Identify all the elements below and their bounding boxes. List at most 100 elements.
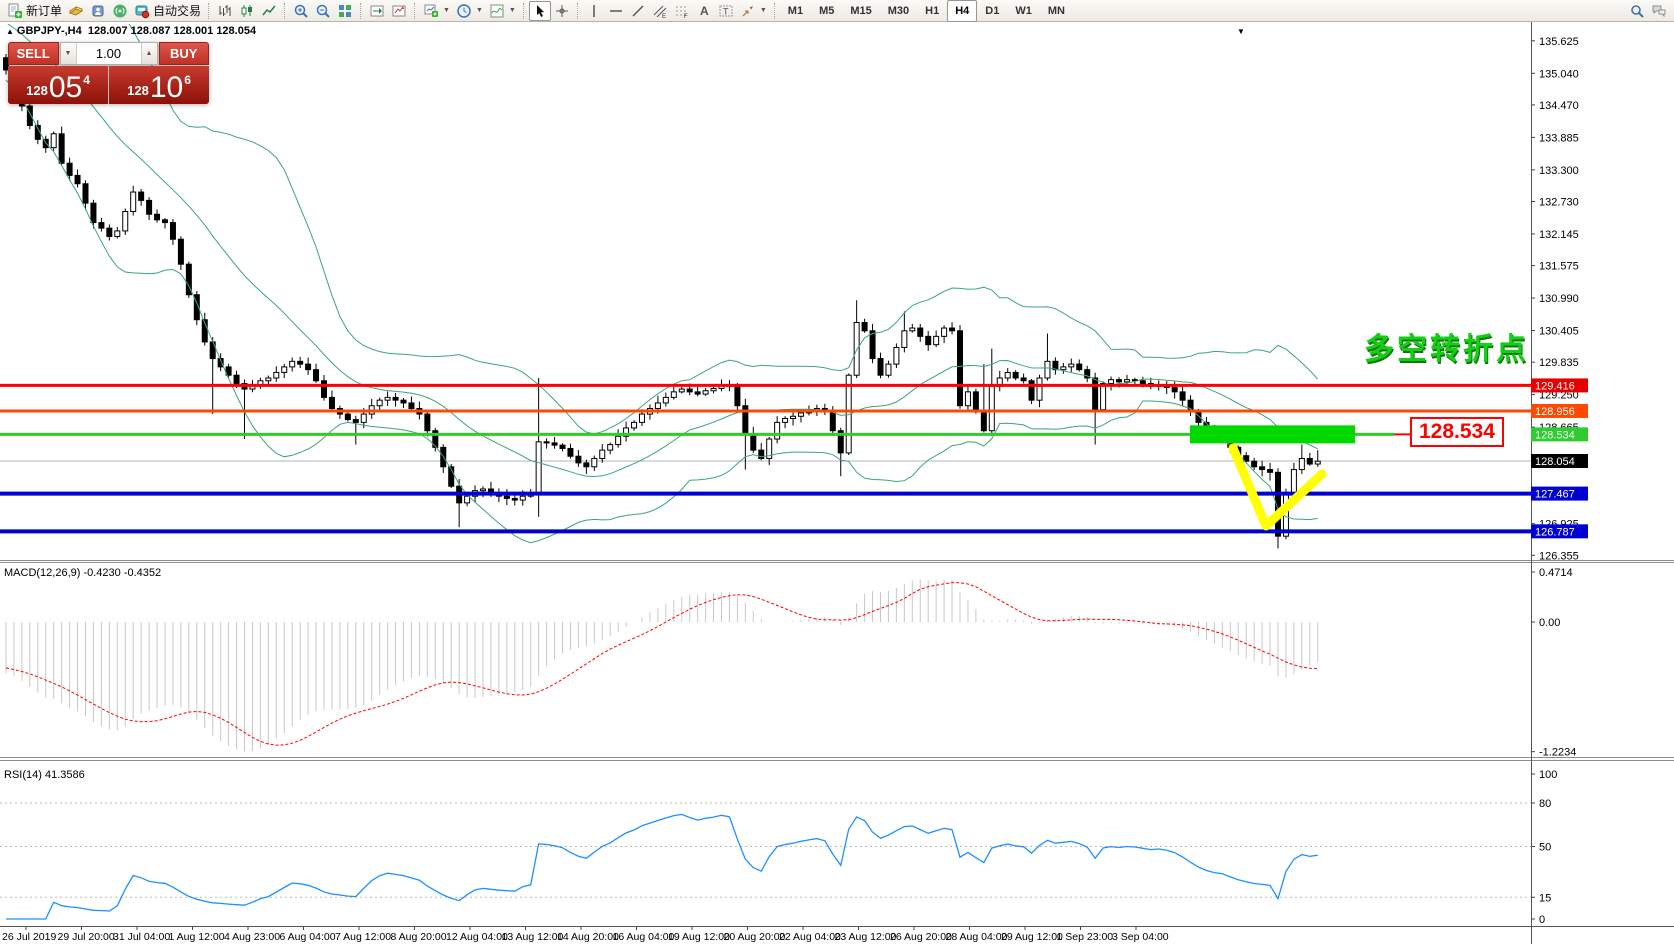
toolbar-timeframe-w1-button[interactable]: W1: [1015, 4, 1032, 17]
svg-text:129.250: 129.250: [1539, 390, 1579, 402]
auto-trading-icon: [135, 5, 150, 18]
chart-shift-icon: [370, 5, 384, 16]
volume-input[interactable]: [76, 43, 141, 64]
toolbar-line-chart-button[interactable]: [258, 1, 280, 21]
toolbar-trend-line-button[interactable]: [627, 1, 649, 21]
toolbar-new-chart-button[interactable]: ▼: [420, 1, 453, 21]
toolbar-search-button[interactable]: [1626, 1, 1648, 21]
toolbar-group-scroll: [366, 0, 410, 22]
cursor-icon: [536, 4, 544, 17]
candles-layer[interactable]: [3, 53, 1321, 549]
buy-button[interactable]: BUY: [158, 42, 209, 65]
sell-price-box[interactable]: 128 05 4: [8, 66, 108, 104]
toolbar-group-trade: 新订单 自动交易: [4, 0, 204, 22]
toolbar-arrows-button[interactable]: ▼: [737, 1, 770, 21]
annotation-price-callout[interactable]: 128.534: [1410, 417, 1504, 447]
toolbar-timeframe-mn-button[interactable]: MN: [1047, 4, 1065, 17]
toolbar-auto-trading-button[interactable]: 自动交易: [131, 1, 204, 21]
macd-signal-line: [5, 582, 1318, 746]
svg-text:127.467: 127.467: [1535, 489, 1575, 501]
toolbar-vertical-line-button[interactable]: [583, 1, 605, 21]
yellow-v-mark[interactable]: [1228, 443, 1327, 531]
last-bar-marker: ▼: [1237, 27, 1245, 36]
svg-text:8 Aug 20:00: 8 Aug 20:00: [391, 931, 447, 943]
buy-price-box[interactable]: 128 10 6: [109, 66, 209, 104]
text-label-icon: T: [719, 5, 733, 16]
toolbar-chart-shift-button[interactable]: [366, 1, 388, 21]
buy-price-pip: 6: [184, 73, 191, 87]
toolbar-timeframe-h1-button[interactable]: H1: [925, 4, 940, 17]
toolbar-tile-windows-button[interactable]: [334, 1, 356, 21]
svg-text:128.534: 128.534: [1535, 429, 1575, 441]
svg-text:A: A: [700, 4, 709, 18]
price-tag-128.956: 128.956: [1531, 403, 1588, 418]
svg-text:28 Aug 04:00: 28 Aug 04:00: [946, 931, 1008, 943]
volume-decrease-button[interactable]: ▼: [60, 43, 77, 64]
one-click-trading-panel: SELL ▼ ▲ BUY 128 05 4 128 10 6: [8, 42, 209, 104]
toolbar-auto-scroll-button[interactable]: [388, 1, 410, 21]
volume-increase-button[interactable]: ▲: [140, 43, 157, 64]
toolbar-zoom-out-button[interactable]: [312, 1, 334, 21]
svg-text:50: 50: [1539, 842, 1551, 854]
toolbar-timeframe-m15-button[interactable]: M15: [850, 4, 872, 17]
toolbar-profiles-button[interactable]: ▼: [453, 1, 486, 21]
svg-text:31 Jul 04:00: 31 Jul 04:00: [113, 931, 170, 943]
toolbar-group-chart-type: [214, 0, 280, 22]
price-chart-canvas[interactable]: ▼ 135.625 135.040 134.470 133.885 133.300 132.…: [0, 22, 1674, 944]
sell-button[interactable]: SELL: [8, 42, 59, 65]
toolbar-zoom-in-button[interactable]: [290, 1, 312, 21]
dropdown-arrow-icon: ▼: [475, 7, 483, 14]
toolbar-group-pointer: [528, 0, 573, 22]
toolbar-crosshair-button[interactable]: [551, 1, 573, 21]
svg-text:133.300: 133.300: [1539, 165, 1579, 177]
green-highlight-zone[interactable]: [1190, 425, 1355, 444]
svg-text:14 Aug 20:00: 14 Aug 20:00: [557, 931, 619, 943]
toolbar-market-watch-button[interactable]: [65, 1, 87, 21]
rsi-indicator-label: RSI(14) 41.3586: [4, 769, 85, 781]
toolbar-timeframe-m5-button[interactable]: M5: [819, 4, 835, 17]
macd-panel[interactable]: [5, 579, 1319, 752]
toolbar-text-label-button[interactable]: T: [715, 1, 737, 21]
toolbar-timeframe-m1-button[interactable]: M1: [787, 4, 804, 17]
toolbar-signals-button[interactable]: [109, 1, 131, 21]
horizontal-levels[interactable]: [0, 383, 1531, 534]
trend-line-icon: [632, 4, 644, 17]
indicators-icon: [490, 4, 504, 17]
toolbar-bar-chart-button[interactable]: [214, 1, 236, 21]
toolbar-text-button[interactable]: A: [693, 1, 715, 21]
panel-separators[interactable]: [0, 22, 1674, 944]
profiles-icon: [457, 3, 471, 18]
toolbar-equidistant-channel-button[interactable]: E: [649, 1, 671, 21]
toolbar-cursor-button[interactable]: [528, 0, 551, 21]
toolbar-separator: [522, 2, 525, 19]
svg-text:130.405: 130.405: [1539, 326, 1579, 338]
data-window-icon: [92, 5, 104, 16]
toolbar-data-window-button[interactable]: [87, 1, 109, 21]
buy-price-big: 10: [149, 71, 184, 104]
toolbar-indicators-button[interactable]: ▼: [486, 1, 519, 21]
sell-price-big: 05: [48, 71, 83, 104]
toolbar-separator: [360, 2, 362, 19]
chart-window: ▼ 135.625 135.040 134.470 133.885 133.300 132.…: [0, 22, 1674, 944]
bollinger-bands[interactable]: [5, 22, 1319, 544]
collapse-triangle-icon[interactable]: ▲: [6, 27, 14, 36]
svg-text:16 Aug 04:00: 16 Aug 04:00: [613, 931, 675, 943]
svg-text:135.625: 135.625: [1539, 36, 1579, 48]
toolbar-chat-button[interactable]: [1648, 1, 1670, 21]
toolbar-timeframe-m30-button[interactable]: M30: [887, 4, 910, 17]
svg-text:128.054: 128.054: [1535, 456, 1575, 468]
toolbar-candlestick-chart-button[interactable]: [236, 1, 258, 21]
svg-text:23 Aug 12:00: 23 Aug 12:00: [835, 931, 897, 943]
dropdown-arrow-icon: ▼: [443, 7, 450, 14]
toolbar-group-zoom: [290, 0, 356, 22]
toolbar-new-order-button[interactable]: 新订单: [4, 1, 65, 21]
toolbar-horizontal-line-button[interactable]: [605, 1, 627, 21]
toolbar-timeframe-d1-button[interactable]: D1: [985, 4, 1000, 17]
vertical-line-icon: [593, 4, 595, 17]
toolbar-timeframe-h4-button[interactable]: H4: [947, 0, 978, 22]
rsi-panel[interactable]: [0, 802, 1531, 920]
price-axis[interactable]: 135.625 135.040 134.470 133.885 133.300 132.7…: [1531, 36, 1588, 926]
toolbar-fibonacci-button[interactable]: F: [671, 1, 693, 21]
svg-text:126.787: 126.787: [1535, 526, 1575, 538]
